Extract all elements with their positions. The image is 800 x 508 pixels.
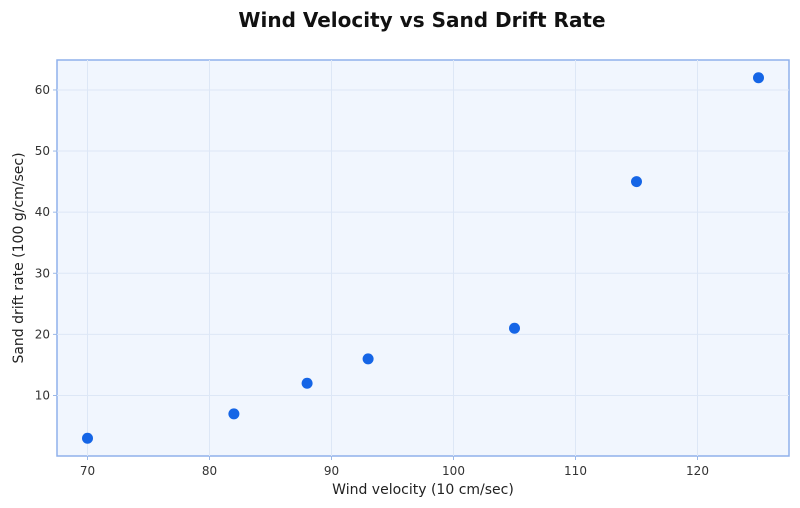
x-tick-label: 80 [202,464,217,478]
x-tick-label: 100 [442,464,465,478]
plot-area [56,59,790,457]
x-tick-label: 90 [324,464,339,478]
chart-title: Wind Velocity vs Sand Drift Rate [238,8,605,32]
axis-ticks: 70 80 90 100 110 120 10 20 30 40 50 60 [35,83,709,478]
x-tick-label: 70 [80,464,95,478]
data-point [228,408,240,420]
y-tick-label: 60 [35,83,50,97]
data-points [82,72,764,444]
y-tick-label: 10 [35,389,50,403]
x-tick-label: 120 [686,464,709,478]
y-axis-label: Sand drift rate (100 g/cm/sec) [11,152,27,363]
data-point [631,176,642,188]
x-tick-label: 110 [564,464,587,478]
data-point [362,353,374,365]
data-point [753,72,764,84]
data-point [301,377,313,389]
grid-lines [57,60,789,456]
y-tick-label: 20 [35,327,50,341]
y-tick-label: 30 [35,266,50,280]
y-tick-label: 40 [35,205,50,219]
data-point [509,322,520,334]
y-tick-label: 50 [35,144,50,158]
x-axis-label: Wind velocity (10 cm/sec) [332,482,514,498]
data-point [82,432,93,444]
